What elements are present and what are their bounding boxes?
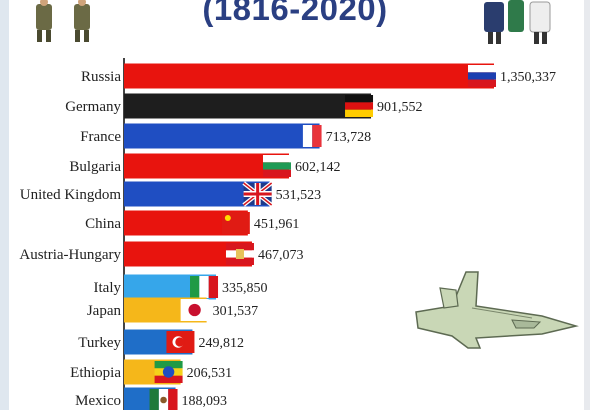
soldiers-illustration-left (36, 0, 90, 42)
turkey-flag (166, 331, 195, 353)
value-label-austria-hungary: 467,073 (258, 248, 304, 263)
italy-flag (190, 276, 219, 298)
bar-russia (124, 63, 494, 89)
france-flag (293, 125, 322, 147)
value-label-russia: 1,350,337 (500, 70, 556, 85)
value-label-bulgaria: 602,142 (295, 160, 341, 175)
category-label-france: France (80, 129, 121, 145)
category-label-mexico: Mexico (75, 393, 121, 409)
russia-flag (468, 65, 496, 87)
left-edge-strip (0, 0, 9, 410)
value-label-germany: 901,552 (377, 100, 423, 115)
category-label-bulgaria: Bulgaria (69, 159, 121, 175)
value-label-japan: 301,537 (213, 304, 259, 319)
value-label-mexico: 188,093 (182, 394, 228, 409)
category-label-china: China (85, 216, 121, 232)
category-label-italy: Italy (94, 280, 122, 296)
chart-title: (1816-2020) (202, 0, 388, 27)
austria-hungary-flag (225, 243, 254, 265)
china-flag (221, 212, 250, 234)
united-kingdom-flag (242, 181, 273, 207)
category-label-germany: Germany (65, 99, 121, 115)
bar-bulgaria (124, 153, 289, 179)
value-label-china: 451,961 (254, 217, 300, 232)
value-label-ethiopia: 206,531 (187, 366, 233, 381)
fighter-jet-illustration (415, 271, 579, 349)
category-label-united-kingdom: United Kingdom (20, 187, 122, 203)
ethiopia-flag (154, 361, 183, 383)
category-label-ethiopia: Ethiopia (70, 365, 121, 381)
mexico-flag (149, 389, 178, 410)
bar-france (124, 123, 320, 149)
bar-germany (124, 93, 372, 119)
japan-flag (180, 299, 209, 321)
category-label-austria-hungary: Austria-Hungary (19, 247, 121, 263)
category-label-japan: Japan (87, 303, 122, 319)
value-label-france: 713,728 (326, 130, 372, 145)
soldiers-illustration-right (484, 0, 551, 44)
value-label-turkey: 249,812 (198, 336, 244, 351)
germany-flag (345, 95, 374, 117)
value-label-united-kingdom: 531,523 (276, 188, 322, 203)
value-label-italy: 335,850 (222, 281, 268, 296)
bulgaria-flag (262, 155, 291, 177)
right-edge-strip (584, 0, 590, 410)
category-label-russia: Russia (81, 69, 121, 85)
category-label-turkey: Turkey (78, 335, 121, 351)
